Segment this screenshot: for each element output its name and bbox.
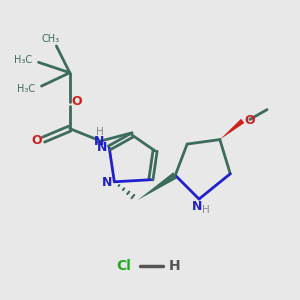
Text: H: H — [96, 127, 103, 137]
Text: H: H — [169, 259, 180, 273]
Text: N: N — [97, 141, 107, 154]
Text: CH₃: CH₃ — [41, 34, 59, 44]
Text: N: N — [94, 135, 104, 148]
Text: O: O — [31, 134, 42, 147]
Text: H: H — [202, 205, 210, 215]
Text: N: N — [192, 200, 203, 213]
Text: N: N — [102, 176, 112, 189]
Text: O: O — [72, 95, 82, 108]
Text: Cl: Cl — [116, 259, 131, 273]
Text: H₃C: H₃C — [14, 55, 32, 65]
Text: O: O — [244, 114, 255, 127]
Text: H₃C: H₃C — [17, 84, 35, 94]
Polygon shape — [137, 172, 177, 200]
Polygon shape — [220, 119, 244, 140]
